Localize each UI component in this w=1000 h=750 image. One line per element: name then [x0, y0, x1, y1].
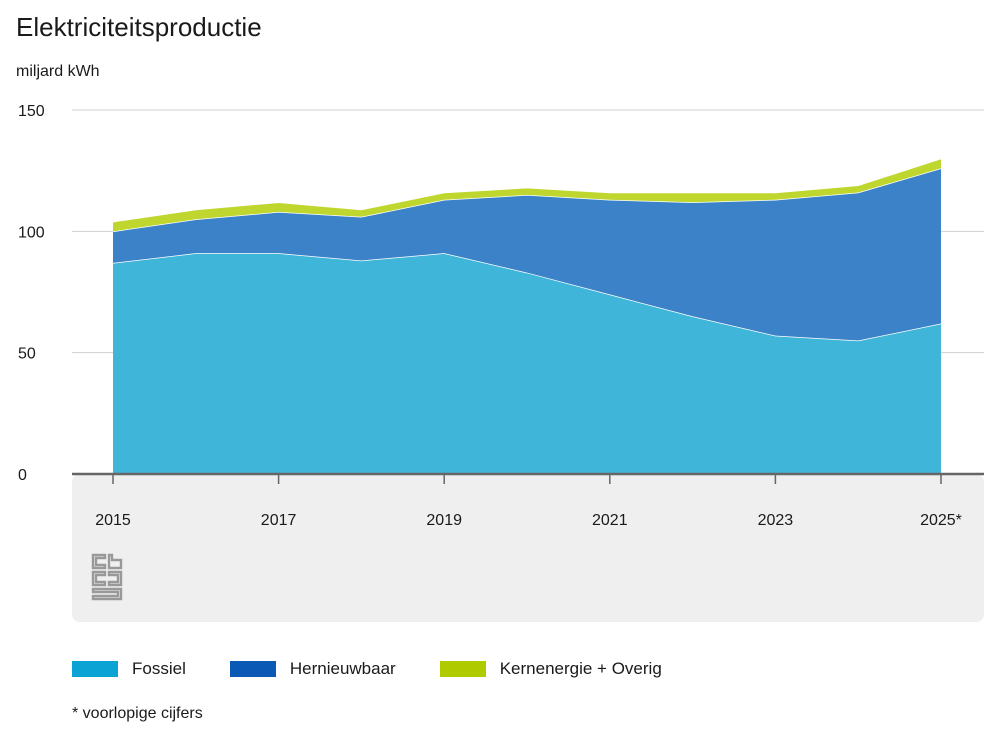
y-tick-label: 50: [18, 346, 36, 363]
x-tick-label: 2019: [426, 512, 462, 529]
legend-swatch-kernenergie: [439, 661, 486, 677]
legend-item-kernenergie: Kernenergie + Overig: [439, 659, 662, 679]
x-tick-label: 2015: [95, 512, 131, 529]
y-tick-label: 0: [18, 467, 27, 484]
area-kernenergie-overig: [113, 158, 941, 232]
area-hernieuwbaar: [113, 168, 941, 341]
area-series: [112, 157, 942, 474]
legend-label-kernenergie: Kernenergie + Overig: [499, 659, 662, 678]
legend-item-hernieuwbaar: Hernieuwbaar: [229, 659, 396, 679]
y-tick-label: 150: [18, 103, 45, 120]
chart-legend: Fossiel Hernieuwbaar Kernenergie + Overi…: [72, 659, 706, 679]
x-axis-panel: [72, 474, 984, 622]
y-tick-label: 100: [18, 224, 45, 241]
x-tick-label: 2023: [758, 512, 794, 529]
legend-item-fossiel: Fossiel: [72, 659, 186, 679]
area-fossiel: [113, 253, 941, 474]
y-axis-unit-label: miljard kWh: [16, 63, 100, 80]
legend-label-hernieuwbaar: Hernieuwbaar: [289, 659, 396, 678]
legend-label-fossiel: Fossiel: [132, 659, 186, 678]
stacked-area-chart: 0 50 100 150 2015 2017 2019 2021 2023 2025*: [18, 103, 984, 622]
x-tick-label: 2021: [592, 512, 628, 529]
legend-swatch-hernieuwbaar: [229, 661, 276, 677]
cbs-logo-icon: [91, 553, 123, 601]
footnote: * voorlopige cijfers: [72, 705, 203, 722]
x-tick-label: 2025*: [920, 512, 962, 529]
legend-swatch-fossiel: [72, 661, 118, 677]
x-tick-label: 2017: [261, 512, 297, 529]
chart-title: Elektriciteitsproductie: [16, 12, 262, 42]
axes: 0 50 100 150 2015 2017 2019 2021 2023 2025*: [18, 103, 984, 529]
series-boundary-line: [112, 157, 942, 223]
